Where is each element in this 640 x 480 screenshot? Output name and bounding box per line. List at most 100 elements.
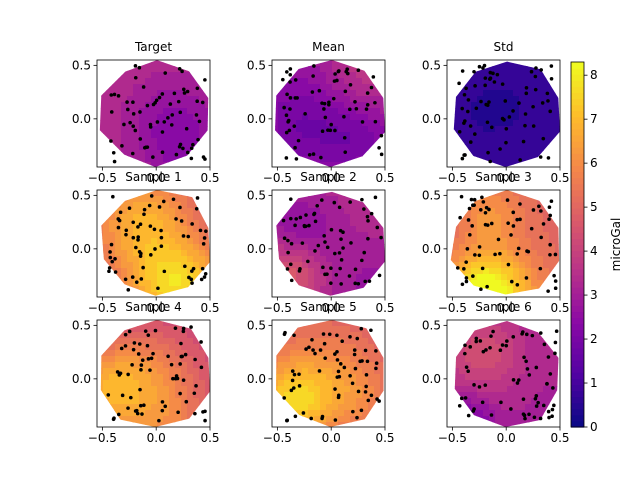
station-point [530, 333, 535, 338]
station-point [511, 210, 516, 215]
station-point [118, 210, 123, 215]
station-point [336, 395, 341, 400]
x-tick-label: −0.5 [438, 171, 467, 185]
station-point [485, 120, 490, 125]
station-point [123, 332, 128, 337]
station-point [111, 151, 116, 155]
station-point [342, 365, 347, 370]
station-point [337, 251, 342, 255]
station-point [541, 222, 546, 226]
station-point [366, 236, 370, 241]
station-point [489, 413, 494, 417]
station-point [133, 128, 138, 133]
panel-3: −0.5 0.0 0.5 0.5 0.0 Std [422, 40, 570, 185]
station-point [466, 109, 470, 114]
station-point [203, 157, 207, 161]
station-point [338, 362, 343, 366]
axes-frame [96, 59, 211, 168]
x-tick-label: 0.5 [375, 301, 394, 315]
station-point [196, 137, 200, 142]
station-point [322, 341, 327, 346]
station-point [131, 235, 136, 240]
station-point [373, 100, 377, 105]
station-point [360, 359, 364, 363]
station-point [130, 363, 134, 367]
station-point [293, 414, 298, 419]
station-point [515, 381, 520, 385]
station-point [195, 86, 200, 91]
station-point [194, 384, 198, 388]
station-point [296, 138, 301, 143]
station-point [189, 156, 194, 161]
station-point [532, 415, 537, 420]
station-point [199, 277, 204, 282]
station-point [488, 76, 493, 80]
station-point [524, 359, 528, 364]
station-point [126, 107, 130, 112]
station-point [360, 197, 364, 202]
station-point [180, 69, 184, 74]
station-point [123, 277, 128, 282]
station-point [289, 388, 294, 393]
station-point [109, 139, 113, 143]
station-point [463, 351, 467, 356]
station-point [464, 276, 469, 280]
station-point [470, 224, 474, 228]
station-point [546, 355, 551, 359]
y-tick-label: 0.0 [422, 372, 441, 386]
station-point [521, 139, 526, 144]
station-point [462, 92, 467, 97]
station-point [321, 265, 325, 270]
station-point [333, 251, 337, 256]
station-point [293, 96, 298, 100]
station-point [365, 91, 370, 95]
panel-title: Sample 3 [475, 170, 531, 184]
station-point [146, 357, 151, 361]
station-point [116, 225, 121, 230]
station-point [297, 372, 301, 377]
station-point [282, 105, 286, 110]
station-point [142, 212, 146, 217]
station-point [156, 286, 160, 291]
axes-frame [271, 319, 386, 428]
station-point [472, 203, 476, 207]
station-point [329, 281, 333, 285]
station-point [288, 197, 293, 201]
station-point [337, 205, 342, 210]
station-point [338, 228, 343, 233]
station-point [533, 87, 538, 92]
axes-frame [96, 319, 211, 428]
station-point [162, 120, 167, 124]
station-point [345, 71, 350, 76]
station-point [170, 113, 175, 117]
station-point [335, 349, 339, 354]
station-point [317, 369, 322, 373]
station-point [511, 224, 516, 228]
station-point [534, 66, 538, 70]
station-point [151, 155, 155, 159]
station-point [318, 348, 323, 352]
station-point [115, 370, 120, 374]
panel-title: Sample 1 [125, 170, 181, 184]
station-point [377, 273, 382, 278]
station-point [174, 152, 179, 157]
station-point [142, 403, 146, 408]
station-point [460, 69, 465, 73]
station-point [112, 159, 117, 164]
station-point [331, 96, 336, 101]
colorbar-tick-label: 7 [590, 112, 598, 126]
station-point [377, 145, 381, 150]
station-point [111, 194, 115, 199]
station-point [136, 352, 141, 356]
station-point [178, 142, 183, 147]
station-point [471, 409, 476, 413]
y-tick-label: 0.0 [72, 242, 91, 256]
station-point [525, 249, 529, 253]
station-point [333, 352, 337, 356]
station-point [553, 286, 558, 291]
colorbar-tick-label: 2 [590, 332, 598, 346]
station-point [468, 140, 473, 144]
station-point [204, 229, 208, 233]
station-point [460, 106, 464, 111]
x-tick-label: −0.5 [263, 301, 292, 315]
